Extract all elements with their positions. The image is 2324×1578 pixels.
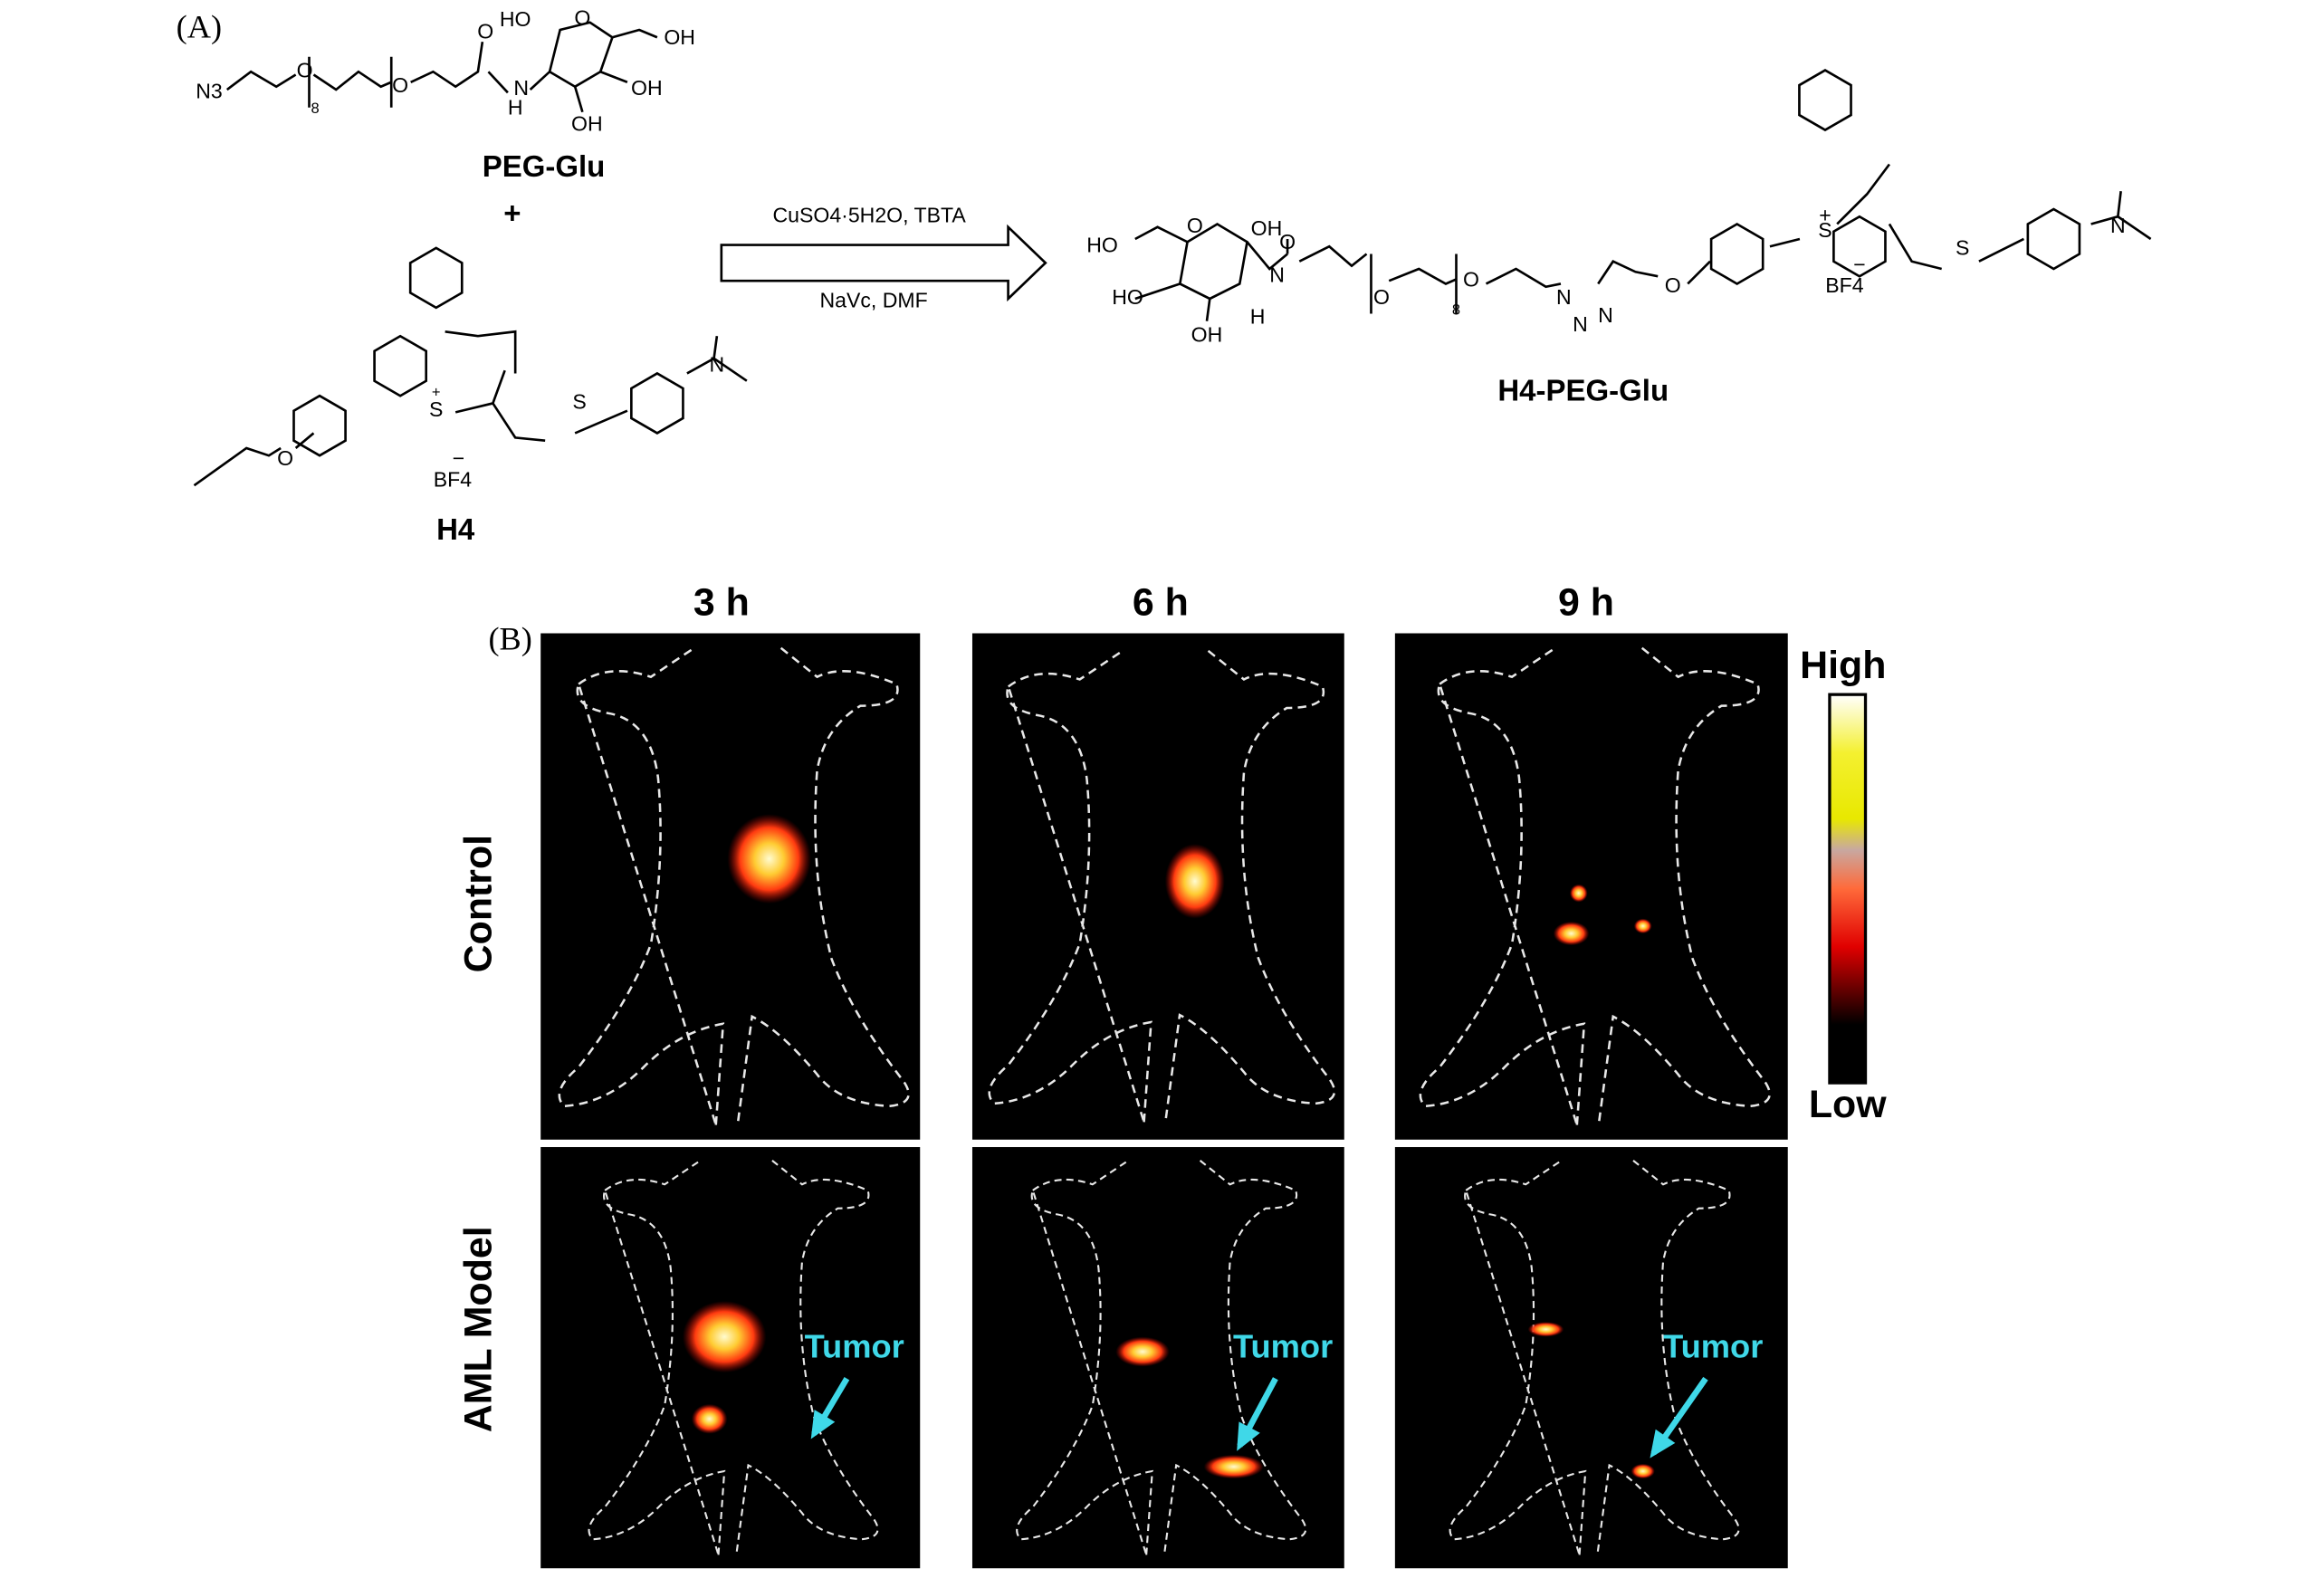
atom: HO [500, 7, 531, 31]
atom: BF4 [434, 467, 472, 491]
signal [727, 814, 811, 904]
atom: N [1573, 312, 1588, 336]
arrow-head [810, 1410, 836, 1439]
signal [1553, 921, 1590, 946]
arrow-head [1237, 1421, 1260, 1451]
compound-name: H4-PEG-Glu [1497, 374, 1669, 407]
row-header: Control [457, 835, 501, 972]
panel-label: (A) [177, 8, 222, 44]
ring [1709, 222, 1765, 285]
image-panel [1394, 1147, 1788, 1569]
atom: O [1665, 273, 1681, 297]
atom: O [392, 73, 408, 97]
atom: O [477, 19, 493, 43]
color-scale [1828, 693, 1868, 1085]
atom: N [1598, 303, 1613, 327]
atom: 8 [311, 100, 320, 117]
atom: − [453, 446, 464, 470]
ring [1798, 69, 1852, 132]
scale-high: High [1800, 644, 1886, 687]
arrow-head [1650, 1429, 1676, 1458]
atom: BF4 [1825, 273, 1863, 297]
signal [1631, 1463, 1655, 1479]
signal [682, 1300, 767, 1373]
image-panel [1394, 633, 1788, 1140]
atom: N [2110, 214, 2126, 237]
ring [1832, 215, 1887, 278]
plus: + [503, 196, 521, 229]
atom: N [1556, 285, 1572, 309]
signal [1203, 1454, 1264, 1479]
signal [1164, 844, 1225, 919]
atom: S [1956, 236, 1969, 260]
atom: S [1818, 218, 1831, 242]
atom: O [277, 446, 293, 470]
atom: OH [1251, 216, 1283, 240]
panel-label: (B) [488, 621, 531, 657]
atom: N [710, 352, 725, 376]
atom: + [432, 384, 441, 400]
scale-low: Low [1809, 1083, 1887, 1126]
atom: O [1463, 267, 1479, 291]
atom: OH [631, 76, 663, 100]
column-header: 6 h [1133, 580, 1189, 624]
image-panel [540, 633, 921, 1140]
atom: N [513, 76, 529, 100]
annotation: Tumor [1233, 1327, 1333, 1364]
reaction-arrow [720, 224, 1047, 302]
atom: N [1269, 263, 1285, 286]
compound-name: PEG-Glu [483, 149, 606, 183]
signal [1633, 918, 1652, 934]
ring [2026, 207, 2081, 271]
annotation: Tumor [805, 1327, 904, 1364]
conditions: NaVc, DMF [819, 288, 927, 311]
atom: O [297, 58, 313, 81]
column-header: 3 h [693, 580, 750, 624]
atom: O [1373, 285, 1390, 309]
compound-name: H4 [436, 512, 475, 546]
h4-structure: O S + BF4 − S N [193, 330, 748, 491]
atom: OH [1191, 322, 1223, 346]
atom: 8 [1452, 302, 1460, 319]
atom: + [1819, 203, 1831, 226]
atom: − [1853, 253, 1865, 276]
atom: S [572, 390, 586, 414]
signal [1527, 1322, 1564, 1337]
ring [408, 246, 464, 310]
atom: N3 [196, 79, 223, 102]
product-structure [1134, 163, 2152, 321]
atom: HO [1086, 233, 1118, 256]
row-header: AML Model [457, 1226, 501, 1432]
atom: H [508, 96, 523, 120]
atom: HO [1112, 285, 1143, 309]
signal [691, 1403, 728, 1434]
ring [373, 334, 427, 397]
atom: S [429, 397, 443, 421]
signal [1115, 1336, 1170, 1367]
ring [292, 394, 347, 457]
atom: OH [571, 112, 603, 136]
signal [1569, 884, 1588, 903]
atom: O [574, 6, 590, 30]
peg-glu-structure: N3 O 8 O O N H HO O OH OH OH [196, 6, 695, 136]
ring [630, 371, 684, 435]
annotation: Tumor [1663, 1327, 1763, 1364]
atom: H [1250, 305, 1266, 329]
conditions: CuSO4·5H2O, TBTA [772, 203, 966, 226]
atom: O [1187, 214, 1203, 237]
column-header: 9 h [1558, 580, 1614, 624]
atom: O [1279, 230, 1296, 253]
image-panel [971, 633, 1344, 1140]
atom: OH [664, 25, 695, 49]
